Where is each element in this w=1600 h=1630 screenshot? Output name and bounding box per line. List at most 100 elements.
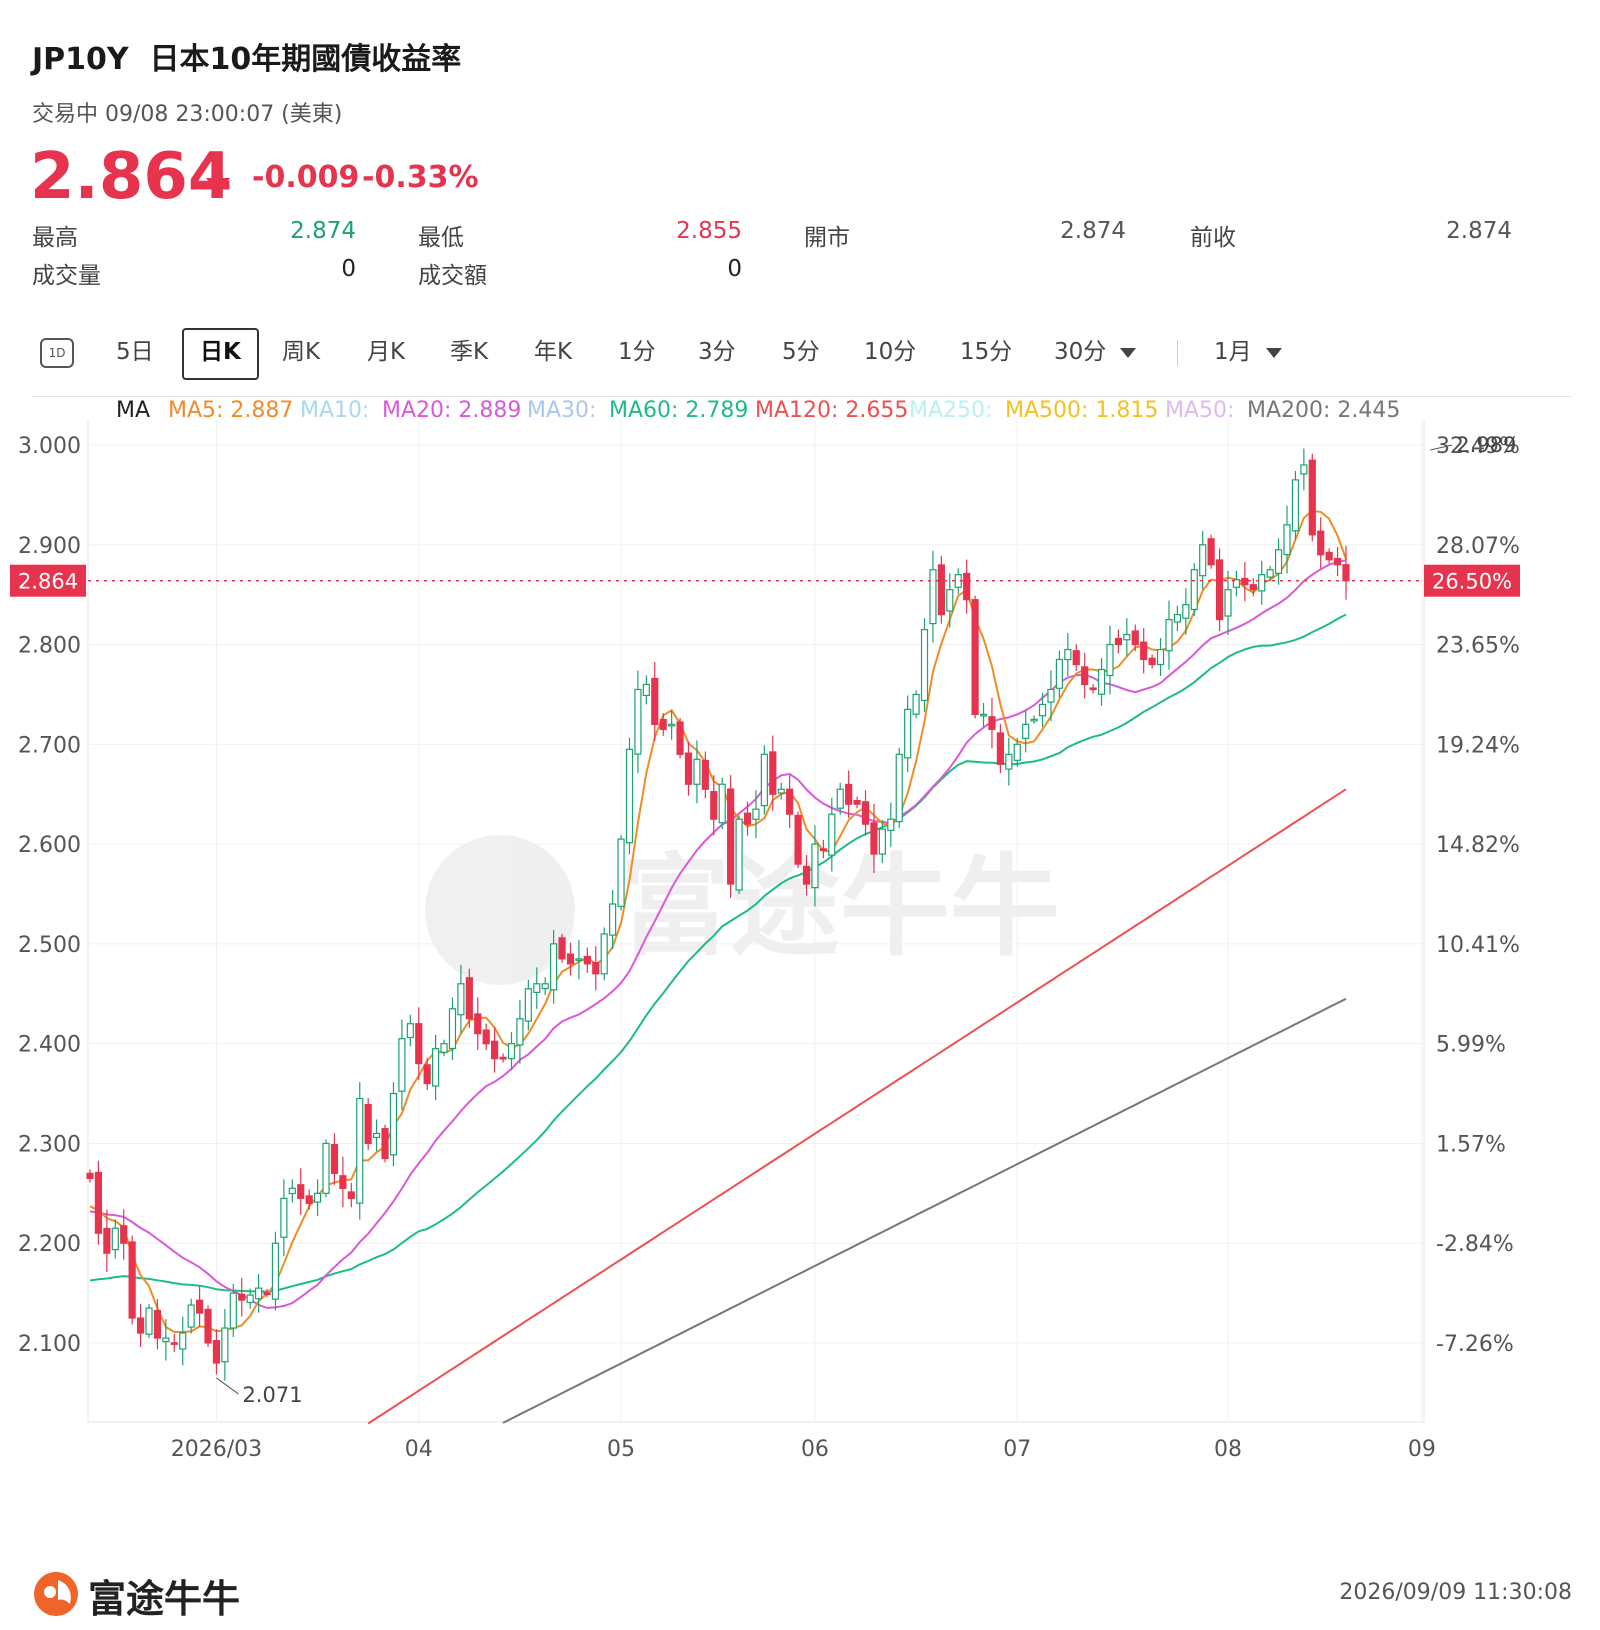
candle-up[interactable] bbox=[288, 1187, 296, 1195]
candle-up[interactable] bbox=[920, 628, 929, 702]
candle-up[interactable] bbox=[1165, 619, 1173, 652]
candle-up[interactable] bbox=[550, 943, 558, 991]
candle-down[interactable] bbox=[474, 1013, 482, 1035]
candle-down[interactable] bbox=[996, 732, 1004, 765]
candle-down[interactable] bbox=[103, 1227, 111, 1254]
candle-up[interactable] bbox=[524, 988, 532, 1022]
candle-up[interactable] bbox=[398, 1038, 406, 1092]
candle-down[interactable] bbox=[1249, 584, 1257, 591]
tab-5d[interactable]: 5日 bbox=[116, 339, 154, 365]
ma-legend-ma10[interactable]: MA10: bbox=[300, 400, 369, 423]
candle-up[interactable] bbox=[887, 818, 895, 831]
candle-down[interactable] bbox=[802, 865, 811, 885]
candle-down[interactable] bbox=[676, 721, 684, 755]
candle-up[interactable] bbox=[878, 828, 886, 855]
candle-up[interactable] bbox=[373, 1132, 381, 1139]
candle-up[interactable] bbox=[895, 753, 903, 823]
candle-up[interactable] bbox=[322, 1142, 330, 1194]
candle-up[interactable] bbox=[389, 1092, 398, 1156]
candle-down[interactable] bbox=[1342, 564, 1350, 582]
tab-15min[interactable]: 15分 bbox=[960, 339, 1013, 365]
candle-down[interactable] bbox=[339, 1175, 347, 1189]
candle-down[interactable] bbox=[1207, 538, 1215, 566]
candle-up[interactable] bbox=[693, 758, 701, 785]
candle-up[interactable] bbox=[1224, 589, 1232, 617]
candle-up[interactable] bbox=[979, 713, 988, 717]
candle-up[interactable] bbox=[634, 688, 642, 755]
candle-up[interactable] bbox=[541, 983, 549, 990]
candle-down[interactable] bbox=[94, 1171, 103, 1234]
candle-down[interactable] bbox=[1081, 666, 1089, 686]
candle-up[interactable] bbox=[609, 903, 617, 936]
candle-down[interactable] bbox=[238, 1293, 246, 1301]
candle-down[interactable] bbox=[423, 1064, 431, 1085]
candle-up[interactable] bbox=[1005, 753, 1013, 770]
candle-up[interactable] bbox=[1156, 648, 1165, 666]
candle-down[interactable] bbox=[330, 1144, 339, 1174]
candle-up[interactable] bbox=[1274, 549, 1283, 574]
candle-down[interactable] bbox=[558, 937, 566, 960]
candle-down[interactable] bbox=[491, 1040, 499, 1060]
candle-down[interactable] bbox=[1333, 557, 1342, 566]
ma-legend-ma30[interactable]: MA30: bbox=[527, 400, 596, 423]
candle-up[interactable] bbox=[625, 748, 634, 844]
candle-up[interactable] bbox=[162, 1337, 170, 1343]
candle-down[interactable] bbox=[861, 801, 870, 825]
tab-week-k[interactable]: 周K bbox=[282, 339, 321, 365]
candle-up[interactable] bbox=[600, 933, 608, 975]
candle-down[interactable] bbox=[1072, 650, 1080, 666]
candle-up[interactable] bbox=[271, 1242, 280, 1300]
candle-up[interactable] bbox=[533, 983, 541, 993]
candle-up[interactable] bbox=[280, 1197, 288, 1238]
candle-down[interactable] bbox=[347, 1191, 355, 1199]
candle-up[interactable] bbox=[1013, 743, 1021, 761]
candle-down[interactable] bbox=[1114, 637, 1123, 646]
candle-up[interactable] bbox=[313, 1192, 322, 1203]
candle-up[interactable] bbox=[777, 788, 785, 794]
candle-down[interactable] bbox=[297, 1184, 305, 1199]
candle-up[interactable] bbox=[617, 838, 625, 907]
candle-down[interactable] bbox=[1089, 687, 1097, 691]
candle-down[interactable] bbox=[769, 751, 777, 795]
ma-legend-ma5[interactable]: MA5: 2.887 bbox=[168, 400, 293, 423]
candle-down[interactable] bbox=[499, 1056, 507, 1060]
candle-down[interactable] bbox=[1140, 641, 1148, 661]
candle-up[interactable] bbox=[179, 1332, 187, 1350]
candle-up[interactable] bbox=[1232, 579, 1241, 588]
candle-down[interactable] bbox=[86, 1172, 94, 1179]
ma-legend-ma60[interactable]: MA60: 2.789 bbox=[609, 400, 748, 423]
tab-30min-dropdown[interactable]: 30分 bbox=[1054, 328, 1137, 376]
candle-up[interactable] bbox=[229, 1292, 237, 1329]
candle-up[interactable] bbox=[752, 808, 760, 820]
tab-5min[interactable]: 5分 bbox=[782, 339, 820, 365]
candle-up[interactable] bbox=[432, 1048, 440, 1087]
candle-up[interactable] bbox=[145, 1307, 153, 1335]
candle-up[interactable] bbox=[828, 813, 836, 856]
candle-down[interactable] bbox=[263, 1292, 271, 1296]
candle-down[interactable] bbox=[1317, 530, 1325, 556]
candle-up[interactable] bbox=[440, 1043, 448, 1053]
candle-down[interactable] bbox=[128, 1241, 136, 1319]
candle-down[interactable] bbox=[1241, 577, 1249, 586]
candle-up[interactable] bbox=[1190, 569, 1198, 611]
candle-up[interactable] bbox=[904, 708, 912, 759]
candle-up[interactable] bbox=[246, 1294, 254, 1304]
candle-down[interactable] bbox=[988, 716, 996, 730]
candle-up[interactable] bbox=[1283, 524, 1291, 556]
tab-day-k[interactable]: 日K bbox=[182, 328, 259, 380]
ma-legend-ma120[interactable]: MA120: 2.655 bbox=[755, 400, 908, 423]
tab-3min[interactable]: 3分 bbox=[698, 339, 736, 365]
candle-up[interactable] bbox=[1030, 718, 1038, 722]
candle-up[interactable] bbox=[448, 1008, 457, 1050]
candle-down[interactable] bbox=[305, 1195, 313, 1204]
candle-up[interactable] bbox=[187, 1304, 195, 1328]
candle-down[interactable] bbox=[659, 718, 667, 730]
tab-10min[interactable]: 10分 bbox=[864, 339, 917, 365]
candle-down[interactable] bbox=[415, 1023, 423, 1065]
ma-legend-ma200[interactable]: MA200: 2.445 bbox=[1247, 400, 1400, 423]
candle-down[interactable] bbox=[381, 1128, 389, 1160]
candle-down[interactable] bbox=[710, 791, 718, 820]
candle-down[interactable] bbox=[170, 1342, 178, 1345]
candle-up[interactable] bbox=[507, 1043, 516, 1060]
candle-down[interactable] bbox=[963, 572, 971, 601]
